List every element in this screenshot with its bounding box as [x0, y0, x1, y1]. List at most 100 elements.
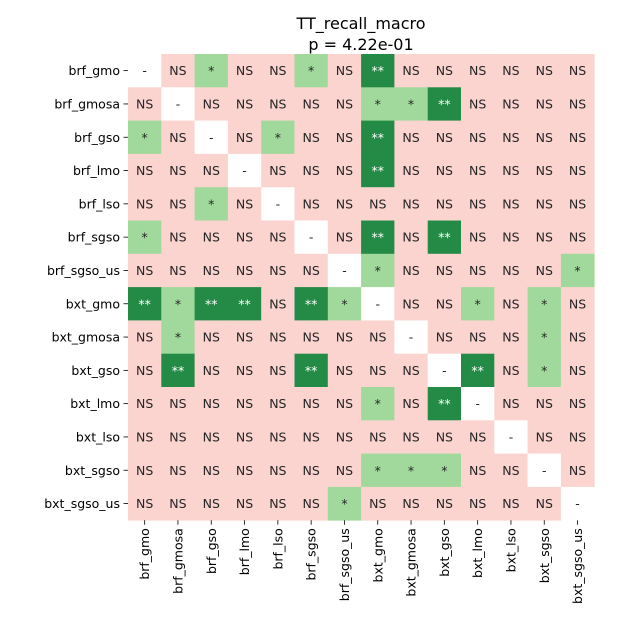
heatmap-cell	[261, 187, 295, 221]
heatmap-cell	[394, 120, 429, 155]
cell-label: NS	[402, 363, 419, 378]
cell-label: NS	[402, 230, 419, 245]
cell-label: NS	[269, 96, 286, 111]
heatmap-cell	[427, 87, 462, 121]
x-tick-label: bxt_sgso	[537, 528, 552, 583]
heatmap-cell	[194, 387, 229, 421]
heatmap-cell	[227, 87, 262, 121]
cell-label: -	[542, 463, 547, 478]
heatmap-cell	[527, 54, 562, 88]
cell-label: NS	[469, 330, 486, 345]
heatmap-cell	[294, 353, 329, 388]
cell-label: NS	[569, 96, 586, 111]
heatmap-cell	[261, 453, 295, 488]
heatmap-cell	[128, 87, 162, 121]
cell-label: NS	[169, 429, 186, 444]
heatmap-cell	[261, 387, 295, 421]
y-tick-label: brf_gmosa	[54, 96, 120, 111]
cell-label: NS	[203, 163, 220, 178]
heatmap-cell	[194, 420, 229, 454]
y-tick-label: bxt_lmo	[70, 396, 120, 411]
cell-label: NS	[536, 63, 553, 78]
heatmap-cell	[261, 486, 295, 521]
heatmap-cell	[361, 220, 395, 255]
cell-label: NS	[136, 496, 153, 511]
x-tick-label: bxt_gmo	[370, 528, 385, 582]
heatmap-cell	[361, 420, 395, 454]
heatmap-cell	[494, 153, 528, 188]
heatmap-cell	[128, 320, 162, 355]
cell-label: NS	[236, 96, 253, 111]
heatmap-cell	[394, 153, 429, 188]
heatmap-cell	[361, 120, 395, 155]
cell-label: **	[471, 363, 484, 378]
cell-label: NS	[269, 463, 286, 478]
heatmap-cell	[461, 287, 495, 321]
heatmap-cell	[394, 453, 429, 488]
heatmap-cell	[261, 320, 295, 355]
cell-label: *	[175, 296, 181, 311]
x-tick-label: brf_gmosa	[170, 528, 185, 594]
x-tick-label: bxt_sgso_us	[570, 528, 585, 604]
heatmap-cell	[227, 120, 262, 155]
cell-label: *	[142, 130, 148, 145]
cell-label: *	[375, 96, 381, 111]
heatmap-cell	[527, 486, 562, 521]
heatmap-cell	[560, 353, 595, 388]
chart-subtitle: p = 4.22e-01	[308, 35, 413, 54]
cell-label: NS	[136, 396, 153, 411]
cell-label: **	[372, 63, 385, 78]
cell-label: NS	[436, 196, 453, 211]
heatmap-cell	[261, 253, 295, 288]
heatmap-cell	[327, 220, 362, 255]
heatmap-cell	[327, 453, 362, 488]
heatmap-cell	[128, 253, 162, 288]
cell-label: NS	[502, 163, 519, 178]
heatmap-cell	[194, 187, 229, 221]
cell-label: NS	[402, 263, 419, 278]
x-tick-label: brf_gmo	[137, 528, 152, 579]
heatmap-cell	[227, 220, 262, 255]
cell-label: *	[341, 296, 347, 311]
y-tick-label: bxt_gso	[71, 363, 120, 378]
cell-label: NS	[536, 196, 553, 211]
chart-title: TT_recall_macro	[295, 14, 425, 34]
heatmap-cell	[527, 120, 562, 155]
cell-label: NS	[236, 263, 253, 278]
heatmap-cell	[227, 453, 262, 488]
cell-label: NS	[336, 130, 353, 145]
x-tick-label: bxt_lso	[503, 528, 518, 572]
cell-label: *	[441, 463, 447, 478]
cell-label: NS	[269, 363, 286, 378]
cell-label: **	[305, 296, 318, 311]
heatmap-cell	[227, 253, 262, 288]
cell-label: NS	[436, 296, 453, 311]
heatmap-cell	[394, 353, 429, 388]
cell-label: *	[341, 496, 347, 511]
cell-label: NS	[402, 296, 419, 311]
cell-label: NS	[136, 330, 153, 345]
heatmap-cell	[294, 220, 329, 255]
cell-label: NS	[402, 130, 419, 145]
heatmap-cell	[394, 187, 429, 221]
cell-label: NS	[169, 496, 186, 511]
heatmap-cell	[227, 187, 262, 221]
cell-label: NS	[203, 463, 220, 478]
heatmap-cell	[128, 187, 162, 221]
cell-label: NS	[269, 396, 286, 411]
cell-label: *	[275, 130, 281, 145]
heatmap-cell	[261, 220, 295, 255]
heatmap-cell	[560, 320, 595, 355]
heatmap-cell	[161, 353, 195, 388]
cell-label: NS	[536, 429, 553, 444]
heatmap-cell	[494, 54, 528, 88]
cell-label: NS	[569, 163, 586, 178]
heatmap-cell	[361, 54, 395, 88]
cell-label: NS	[336, 429, 353, 444]
cell-label: NS	[303, 330, 320, 345]
cell-label: NS	[469, 96, 486, 111]
cell-label: NS	[203, 263, 220, 278]
cell-label: -	[409, 330, 414, 345]
heatmap-cell	[227, 353, 262, 388]
heatmap-cell	[394, 287, 429, 321]
